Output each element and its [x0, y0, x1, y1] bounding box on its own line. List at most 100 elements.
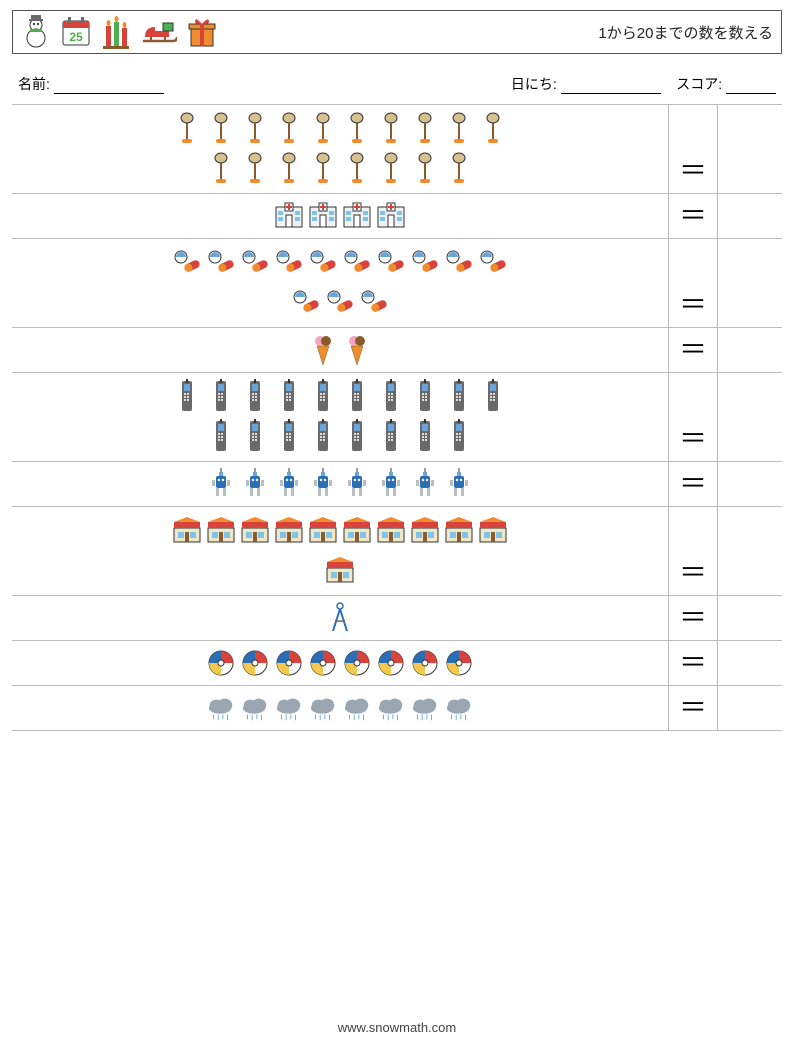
answer-cell[interactable] — [717, 596, 782, 640]
equals-cell: ＝ — [668, 239, 717, 327]
ball-icon — [376, 648, 406, 678]
phone-icon — [410, 419, 440, 455]
store-icon — [444, 513, 474, 549]
phone-icon — [342, 379, 372, 415]
icecream-icon — [308, 335, 338, 365]
count-icons — [12, 596, 668, 640]
equals-cell: ＝ — [668, 373, 717, 461]
header-icons: 25 — [21, 14, 217, 50]
robot-icon — [206, 469, 236, 499]
phone-icon — [240, 419, 270, 455]
pills-icon — [240, 245, 270, 281]
phone-icon — [444, 379, 474, 415]
robot-icon — [308, 469, 338, 499]
candles-icon — [101, 14, 131, 50]
equals-cell: ＝ — [668, 507, 717, 595]
answer-cell[interactable] — [717, 105, 782, 193]
shovel-icon — [444, 151, 474, 187]
shovel-icon — [240, 111, 270, 147]
phone-icon — [308, 419, 338, 455]
answer-cell[interactable] — [717, 194, 782, 238]
answer-cell[interactable] — [717, 462, 782, 506]
shovel-icon — [274, 111, 304, 147]
ball-icon — [342, 648, 372, 678]
count-icons — [12, 105, 668, 193]
answer-cell[interactable] — [717, 239, 782, 327]
svg-text:25: 25 — [69, 30, 83, 44]
ball-icon — [274, 648, 304, 678]
shovel-icon — [240, 151, 270, 187]
pills-icon — [444, 245, 474, 281]
shovel-icon — [308, 111, 338, 147]
icecream-icon — [342, 335, 372, 365]
hospital-icon — [308, 201, 338, 231]
pills-icon — [274, 245, 304, 281]
phone-icon — [206, 379, 236, 415]
phone-icon — [376, 379, 406, 415]
equals-cell: ＝ — [668, 686, 717, 730]
count-icons — [12, 462, 668, 506]
pills-icon — [308, 245, 338, 281]
ball-icon — [240, 648, 270, 678]
shovel-icon — [342, 111, 372, 147]
answer-cell[interactable] — [717, 507, 782, 595]
date-score: 日にち: スコア: — [511, 74, 776, 94]
shovel-icon — [206, 111, 236, 147]
footer-link[interactable]: www.snowmath.com — [0, 1020, 794, 1035]
equals-cell: ＝ — [668, 596, 717, 640]
calendar25-icon: 25 — [61, 15, 91, 49]
count-icons — [12, 507, 668, 595]
pills-icon — [478, 245, 508, 281]
worksheet-title: 1から20までの数を数える — [598, 22, 773, 43]
header: 25 1から20までの数を数える — [12, 10, 782, 54]
answer-cell[interactable] — [717, 373, 782, 461]
answer-cell[interactable] — [717, 328, 782, 372]
answer-cell[interactable] — [717, 686, 782, 730]
shovel-icon — [478, 111, 508, 147]
equals-cell: ＝ — [668, 194, 717, 238]
shovel-icon — [444, 111, 474, 147]
worksheet-row: ＝ — [12, 105, 782, 194]
robot-icon — [342, 469, 372, 499]
worksheet-table: ＝＝＝＝＝＝＝＝＝＝ — [12, 104, 782, 731]
name-field: 名前: — [18, 74, 164, 94]
worksheet-row: ＝ — [12, 507, 782, 596]
cloud-icon — [240, 693, 270, 723]
hospital-icon — [342, 201, 372, 231]
store-icon — [274, 513, 304, 549]
cloud-icon — [376, 693, 406, 723]
hospital-icon — [274, 201, 304, 231]
store-icon — [206, 513, 236, 549]
phone-icon — [376, 419, 406, 455]
equals-cell: ＝ — [668, 462, 717, 506]
robot-icon — [274, 469, 304, 499]
shovel-icon — [376, 151, 406, 187]
phone-icon — [274, 419, 304, 455]
cloud-icon — [206, 693, 236, 723]
phone-icon — [172, 379, 202, 415]
cloud-icon — [274, 693, 304, 723]
snowman-icon — [21, 14, 51, 50]
cloud-icon — [410, 693, 440, 723]
ball-icon — [444, 648, 474, 678]
phone-icon — [240, 379, 270, 415]
store-icon — [342, 513, 372, 549]
count-icons — [12, 373, 668, 461]
store-icon — [410, 513, 440, 549]
worksheet-row: ＝ — [12, 641, 782, 686]
pills-icon — [342, 245, 372, 281]
worksheet-row: ＝ — [12, 686, 782, 731]
robot-icon — [240, 469, 270, 499]
answer-cell[interactable] — [717, 641, 782, 685]
store-icon — [325, 553, 355, 589]
ball-icon — [206, 648, 236, 678]
count-icons — [12, 239, 668, 327]
store-icon — [172, 513, 202, 549]
pills-icon — [325, 285, 355, 321]
shovel-icon — [206, 151, 236, 187]
shovel-icon — [274, 151, 304, 187]
ball-icon — [410, 648, 440, 678]
phone-icon — [342, 419, 372, 455]
count-icons — [12, 328, 668, 372]
cloud-icon — [308, 693, 338, 723]
